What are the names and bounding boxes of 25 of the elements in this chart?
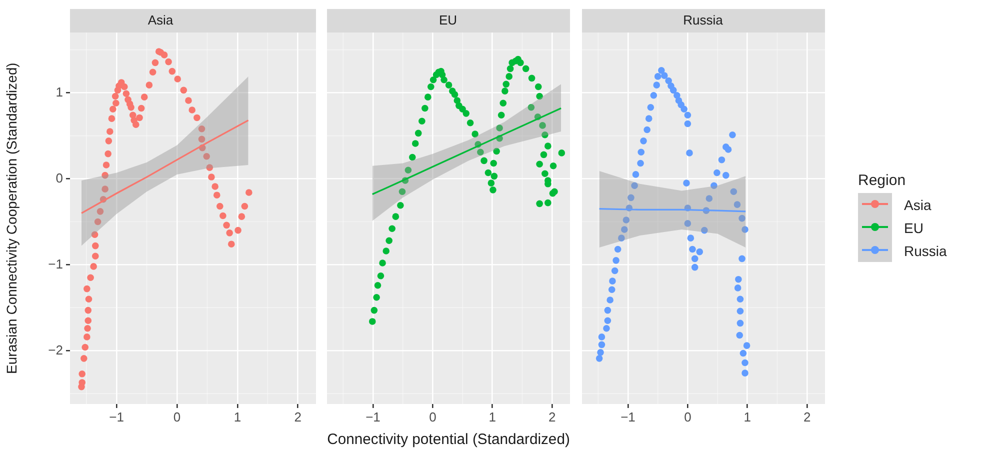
legend-label: Russia bbox=[904, 242, 947, 258]
x-tick-label: 1 bbox=[234, 409, 242, 424]
y-axis-title: Eurasian Connectivity Cooperation (Standardized) bbox=[3, 62, 20, 374]
chart-title: EU bbox=[438, 12, 458, 28]
x-axis-title: Connectivity potential (Standardized) bbox=[327, 431, 570, 448]
x-tick-label: 1 bbox=[744, 409, 751, 424]
x-tick-label: 1 bbox=[488, 409, 496, 424]
chart-title: Russia bbox=[683, 12, 724, 28]
x-tick-label: −1 bbox=[366, 409, 380, 424]
y-tick-label: 1 bbox=[56, 84, 63, 100]
legend-title: Region bbox=[858, 172, 907, 189]
x-tick-label: 2 bbox=[803, 409, 811, 424]
chart-title: Asia bbox=[148, 12, 174, 28]
x-tick-label: −1 bbox=[109, 409, 124, 424]
y-tick-label: −1 bbox=[48, 256, 63, 272]
legend-label: Asia bbox=[904, 196, 932, 212]
x-tick-label: 2 bbox=[294, 409, 302, 424]
y-tick-label: 0 bbox=[56, 170, 63, 186]
y-tick-label: −2 bbox=[48, 342, 63, 358]
x-tick-label: 0 bbox=[173, 409, 181, 424]
x-tick-label: −1 bbox=[620, 409, 636, 424]
x-tick-label: 2 bbox=[548, 409, 556, 424]
x-tick-label: 0 bbox=[429, 409, 436, 424]
x-tick-label: 0 bbox=[684, 409, 692, 424]
legend-label: EU bbox=[904, 220, 924, 236]
